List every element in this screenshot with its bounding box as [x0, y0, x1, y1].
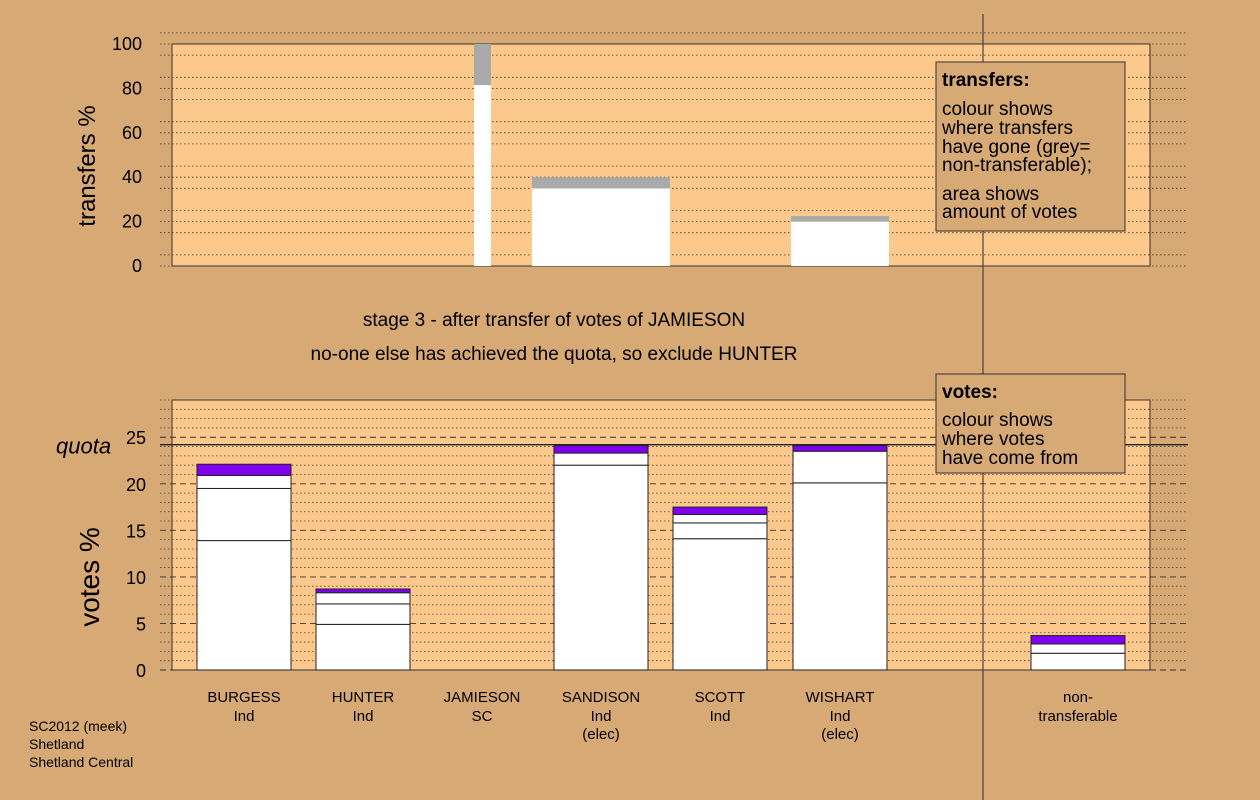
transfer-bar-segment — [532, 188, 670, 266]
transfers-legend-line: colour shows — [942, 99, 1053, 120]
votes-y-ticks: 0 5 10 15 20 25 — [126, 428, 146, 681]
votes-legend-title: votes: — [942, 382, 998, 403]
quota-label: quota — [56, 434, 111, 459]
candidate-name: BURGESS — [207, 689, 280, 706]
footer-line: Shetland — [29, 736, 84, 752]
transfers-legend-title: transfers: — [942, 70, 1030, 91]
action-note: no-one else has achieved the quota, so e… — [311, 344, 798, 365]
footer-line: SC2012 (meek) — [29, 718, 127, 734]
vote-bar-segment — [196, 540, 292, 671]
votes-y-axis-label: votes % — [74, 527, 105, 627]
transfers-legend: transfers: colour shows where transfers … — [935, 61, 1126, 232]
transfers-y-tick-label: 20 — [122, 212, 142, 232]
vote-bar-segment — [792, 445, 888, 452]
votes-y-tick-label: 0 — [136, 661, 146, 681]
votes-y-tick-label: 5 — [136, 614, 146, 634]
vote-bar-segment — [792, 482, 888, 671]
transfers-y-tick-label: 40 — [122, 167, 142, 187]
vote-bar-segment — [315, 592, 411, 605]
transfer-bar-segment — [791, 216, 889, 222]
transfers-legend-line: have gone (grey= — [942, 137, 1090, 158]
candidate-status: (elec) — [821, 726, 859, 743]
transfer-bar-segment — [532, 177, 670, 189]
candidate-party: transferable — [1038, 708, 1117, 725]
votes-y-tick-label: 25 — [126, 428, 146, 448]
votes-legend-line: where votes — [941, 429, 1044, 450]
votes-legend: votes: colour shows where votes have com… — [935, 373, 1126, 474]
votes-y-tick-label: 20 — [126, 475, 146, 495]
transfers-y-axis-label: transfers % — [74, 105, 101, 226]
transfer-bar-segment — [474, 44, 491, 86]
vote-bar-segment — [672, 514, 768, 524]
candidate-name: SCOTT — [695, 689, 746, 706]
candidate-labels: BURGESS Ind HUNTER Ind JAMIESON SC SANDISON Ind… — [207, 689, 1117, 743]
transfers-legend-line: area shows — [942, 184, 1039, 205]
transfers-y-tick-label: 100 — [112, 34, 142, 54]
vote-bar-segment — [315, 603, 411, 625]
vote-bar-segment — [315, 623, 411, 671]
transfers-y-tick-label: 80 — [122, 78, 142, 98]
votes-y-tick-label: 10 — [126, 568, 146, 588]
candidate-name: HUNTER — [332, 689, 395, 706]
candidate-name: WISHART — [806, 689, 875, 706]
vote-bar-segment — [672, 506, 768, 516]
transfers-y-tick-label: 60 — [122, 123, 142, 143]
vote-bar-segment — [792, 450, 888, 484]
votes-legend-line: have come from — [942, 448, 1078, 469]
vote-bar-segment — [553, 452, 649, 466]
vote-bar-segment — [196, 487, 292, 542]
candidate-status: (elec) — [582, 726, 620, 743]
transfers-legend-line: non-transferable); — [942, 155, 1092, 176]
votes-bars — [196, 445, 1126, 671]
vote-bar-segment — [1030, 643, 1126, 654]
candidate-name: SANDISON — [562, 689, 640, 706]
vote-bar-segment — [553, 445, 649, 454]
transfers-legend-line: amount of votes — [942, 202, 1077, 223]
candidate-party: SC — [472, 708, 493, 725]
footer-line: Shetland Central — [29, 754, 133, 770]
candidate-name: JAMIESON — [444, 689, 521, 706]
vote-bar-segment — [315, 588, 411, 594]
transfer-bar-segment — [474, 85, 491, 266]
vote-bar-segment — [553, 464, 649, 671]
candidate-party: Ind — [353, 708, 374, 725]
candidate-party: Ind — [591, 708, 612, 725]
transfers-legend-line: where transfers — [941, 118, 1073, 139]
transfer-bar-segment — [791, 221, 889, 266]
candidate-party: Ind — [830, 708, 851, 725]
transfers-y-tick-label: 0 — [132, 256, 142, 276]
vote-bar-segment — [196, 463, 292, 476]
candidate-party: Ind — [234, 708, 255, 725]
transfers-y-ticks: 0 20 40 60 80 100 — [112, 34, 142, 276]
candidate-party: Ind — [710, 708, 731, 725]
stage-note: stage 3 - after transfer of votes of JAM… — [363, 310, 745, 331]
vote-bar-segment — [672, 538, 768, 671]
vote-bar-segment — [1030, 652, 1126, 671]
candidate-name: non- — [1063, 689, 1093, 706]
vote-bar-segment — [196, 474, 292, 489]
votes-legend-line: colour shows — [942, 410, 1053, 431]
vote-bar-segment — [1030, 635, 1126, 645]
transfers-bars — [474, 44, 889, 266]
votes-y-tick-label: 15 — [126, 521, 146, 541]
vote-bar-segment — [672, 522, 768, 540]
